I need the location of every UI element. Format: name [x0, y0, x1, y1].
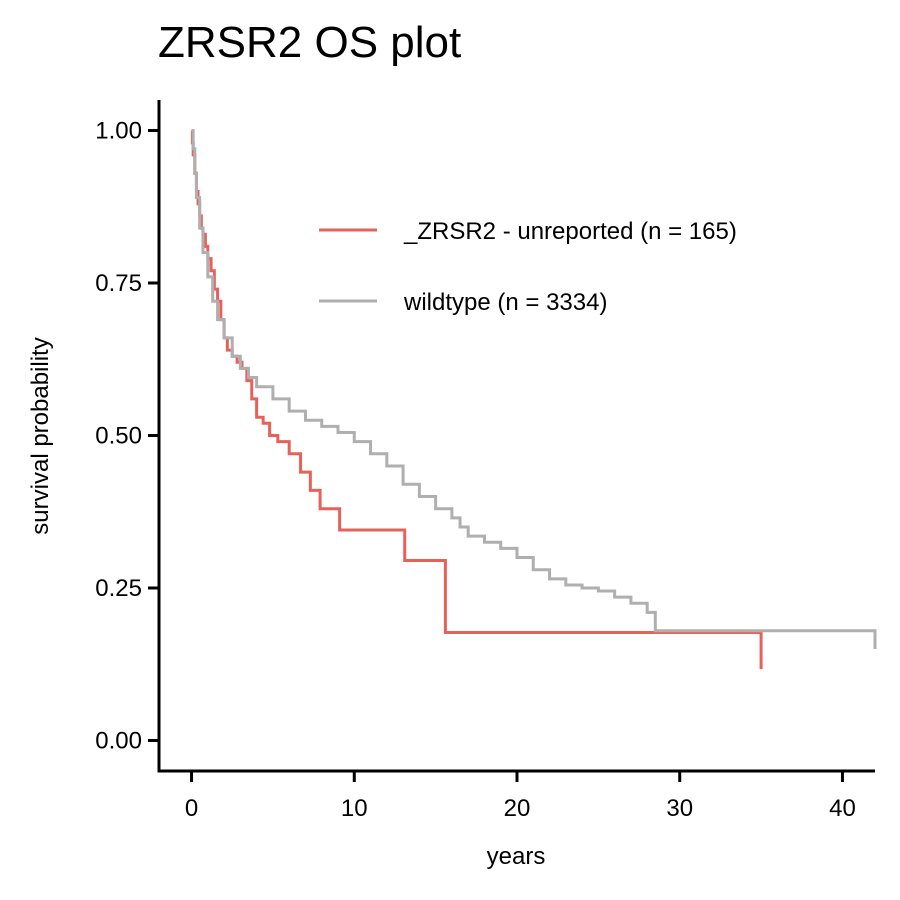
- x-tick-label: 30: [666, 795, 693, 822]
- x-tick-label: 20: [504, 795, 531, 822]
- legend: _ZRSR2 - unreported (n = 165) wildtype (n…: [319, 218, 737, 316]
- x-tick-label: 10: [341, 795, 368, 822]
- y-tick-label: 0.50: [95, 423, 142, 450]
- y-axis-title: survival probability: [27, 337, 54, 534]
- series-line-1: [191, 129, 877, 649]
- y-tick-label: 0.25: [95, 575, 142, 602]
- x-tick-label: 0: [185, 795, 198, 822]
- y-tick-label: 1.00: [95, 118, 142, 145]
- chart-title: ZRSR2 OS plot: [158, 18, 462, 67]
- x-axis-title: years: [487, 843, 546, 870]
- x-tick-label: 40: [829, 795, 856, 822]
- series-lines: [190, 129, 877, 670]
- axes: [157, 100, 875, 773]
- y-ticks: 0.00 0.25 0.50 0.75 1.00: [95, 118, 159, 755]
- legend-label: wildtype (n = 3334): [403, 289, 607, 316]
- legend-label: _ZRSR2 - unreported (n = 165): [403, 218, 737, 245]
- y-tick-label: 0.00: [95, 728, 142, 755]
- y-tick-label: 0.75: [95, 270, 142, 297]
- x-ticks: 0 10 20 30 40: [185, 771, 856, 822]
